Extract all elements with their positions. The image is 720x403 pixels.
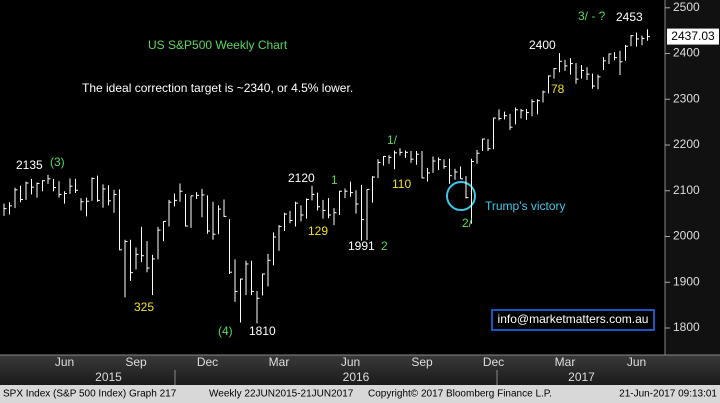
footer-text: 21-Jun-2017 09:13:01 [619, 389, 717, 400]
annotation: 3/ - ? [578, 9, 606, 23]
annotation: 1991 [348, 239, 375, 253]
x-tick-label: Sep [125, 355, 147, 369]
x-axis-band [0, 355, 720, 385]
annotation: 2/ [462, 216, 473, 230]
watermark-box [491, 309, 655, 331]
y-tick-label: 2500 [673, 0, 700, 14]
x-tick-label: Jun [341, 355, 360, 369]
annotation: 1/ [387, 133, 398, 147]
x-tick-label: Jun [627, 355, 646, 369]
annotation: 2120 [288, 171, 315, 185]
year-label: 2017 [568, 370, 595, 384]
y-tick-label: 2000 [673, 229, 700, 243]
annotation: 325 [134, 300, 154, 314]
year-label: 2016 [343, 370, 370, 384]
annotation: 110 [392, 177, 411, 191]
y-tick-label: 2200 [673, 137, 700, 151]
x-tick-label: Jun [55, 355, 74, 369]
annotation: 1 [331, 173, 338, 187]
annotation: (4) [218, 324, 233, 338]
annotation: 2135 [16, 158, 43, 172]
annotation: 1810 [249, 324, 276, 338]
x-tick-label: Dec [197, 355, 218, 369]
annotation: (3) [50, 155, 65, 169]
annotation: US S&P500 Weekly Chart [148, 38, 288, 52]
last-price-label: 2437.03 [671, 29, 715, 43]
annotation: 78 [551, 82, 565, 96]
y-tick-label: 1800 [673, 320, 700, 334]
footer-text: SPX Index (S&P 500 Index) Graph 217 [3, 389, 177, 400]
y-tick-label: 1900 [673, 274, 700, 288]
last-price-box [667, 28, 719, 45]
watermark: info@marketmatters.com.au [498, 312, 649, 326]
y-tick-label: 2400 [673, 46, 700, 60]
footer-band [0, 385, 720, 403]
x-tick-label: Sep [411, 355, 433, 369]
annotation: The ideal correction target is ~2340, or… [82, 81, 353, 95]
footer-text: Copyright© 2017 Bloomberg Finance L.P. [368, 389, 552, 400]
annotation: Trump's victory [485, 199, 566, 213]
footer-text: Weekly 22JUN2015-21JUN2017 [209, 389, 354, 400]
highlight-circle [446, 181, 476, 211]
y-axis-band [665, 0, 720, 355]
annotation: 2 [381, 239, 388, 253]
year-label: 2015 [95, 370, 122, 384]
annotation: 2400 [529, 38, 556, 52]
x-tick-label: Dec [483, 355, 504, 369]
y-tick-label: 2300 [673, 91, 700, 105]
x-tick-label: Mar [269, 355, 290, 369]
x-tick-label: Mar [555, 355, 576, 369]
annotation: 2453 [616, 10, 643, 24]
annotation: 129 [308, 224, 328, 238]
y-tick-label: 2100 [673, 183, 700, 197]
